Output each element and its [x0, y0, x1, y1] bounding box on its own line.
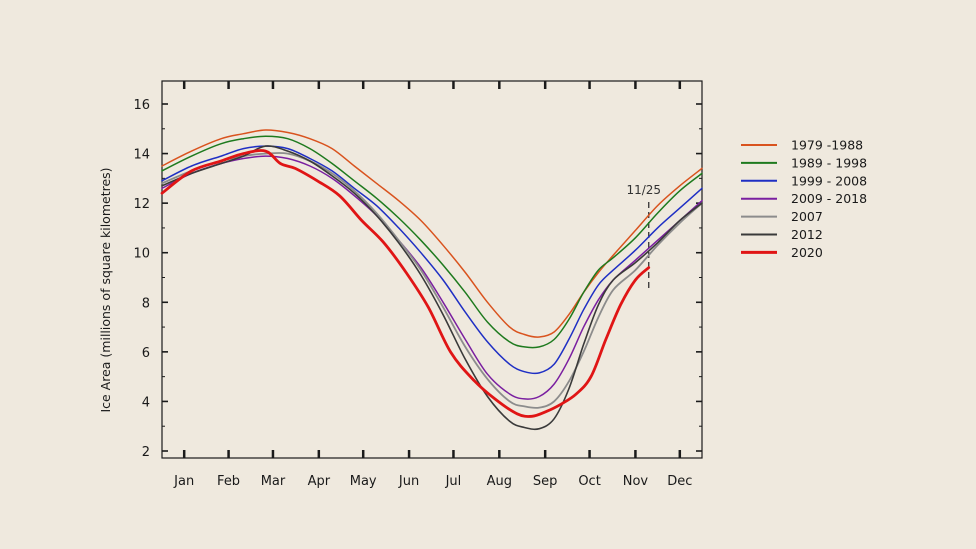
y-tick-label: 12 [133, 197, 150, 212]
x-tick-label: Aug [487, 474, 512, 489]
x-tick-label: Jan [173, 474, 194, 489]
series-line-2009-2018 [161, 155, 703, 400]
y-tick-labels: 2 4 6 8 10 12 14 16 [133, 98, 150, 460]
legend-label: 1999 - 2008 [791, 173, 867, 188]
x-tick-label: Dec [667, 474, 692, 489]
series-line-2020 [160, 149, 651, 418]
axis-ticks [162, 81, 702, 458]
series-lines [160, 129, 703, 431]
legend-label: 2012 [791, 227, 823, 242]
series-line-1989-1998 [161, 135, 703, 349]
x-tick-label: Jun [398, 474, 419, 489]
legend-label: 1989 - 1998 [791, 155, 867, 170]
legend-label: 2009 - 2018 [791, 191, 867, 206]
x-tick-label: Jul [445, 474, 462, 489]
y-tick-label: 14 [133, 148, 150, 163]
x-tick-label: May [350, 474, 377, 489]
x-tick-label: Feb [217, 474, 240, 489]
legend-label: 2020 [791, 245, 823, 260]
y-tick-label: 16 [133, 98, 150, 113]
series-line-2012 [161, 145, 703, 431]
legend: 1979 -1988 1989 - 1998 1999 - 2008 2009 - 2… [741, 138, 867, 260]
legend-label: 2007 [791, 209, 823, 224]
x-tick-labels: Jan Feb Mar Apr May Jun Jul Aug Sep Oct Nov Dec [173, 474, 692, 489]
y-tick-label: 2 [142, 445, 150, 460]
y-tick-label: 10 [133, 247, 150, 262]
x-tick-label: Mar [261, 474, 286, 489]
plot-area [161, 80, 703, 459]
x-tick-label: Sep [533, 474, 558, 489]
legend-label: 1979 -1988 [791, 138, 863, 153]
date-marker: 11/25 [626, 183, 661, 292]
y-tick-label: 8 [142, 296, 150, 311]
x-tick-label: Oct [578, 474, 600, 489]
x-tick-label: Nov [623, 474, 649, 489]
series-line-2007 [161, 152, 703, 409]
x-tick-label: Apr [308, 474, 331, 489]
marker-label: 11/25 [626, 183, 661, 197]
y-axis-label: Ice Area (millions of square kilometres) [98, 167, 113, 412]
y-tick-label: 4 [142, 395, 150, 410]
y-tick-label: 6 [142, 346, 150, 361]
series-line-1999-2008 [161, 145, 703, 375]
